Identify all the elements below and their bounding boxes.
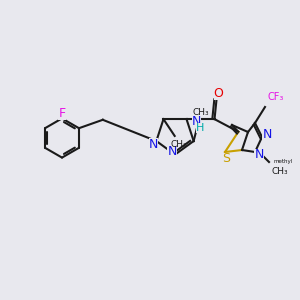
Text: H: H (196, 123, 205, 133)
Text: N: N (254, 148, 264, 161)
Text: N: N (167, 145, 177, 158)
Text: F: F (58, 107, 66, 120)
Text: CF₃: CF₃ (267, 92, 284, 102)
Text: N: N (149, 138, 158, 151)
Text: N: N (191, 115, 201, 128)
Text: S: S (222, 152, 230, 166)
Text: methyl: methyl (274, 160, 293, 164)
Text: CH₃: CH₃ (170, 140, 187, 149)
Text: CH₃: CH₃ (192, 109, 209, 118)
Text: O: O (214, 87, 224, 100)
Text: CH₃: CH₃ (271, 167, 288, 176)
Text: N: N (262, 128, 272, 140)
